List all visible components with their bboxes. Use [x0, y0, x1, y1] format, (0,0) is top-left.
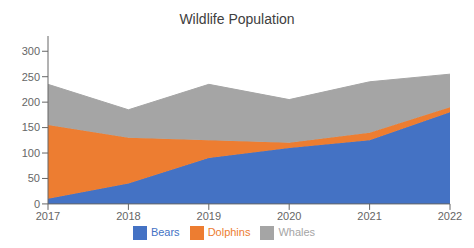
svg-text:200: 200	[22, 96, 40, 108]
svg-text:50: 50	[28, 172, 40, 184]
html-text:Whales: Whales	[278, 225, 316, 238]
svg-text:2022: 2022	[438, 210, 462, 222]
svg-text:250: 250	[22, 71, 40, 83]
svg-text:2019: 2019	[197, 210, 221, 222]
svg-text:2017: 2017	[36, 210, 60, 222]
svg-text:0: 0	[34, 198, 40, 210]
svg-text:2018: 2018	[116, 210, 140, 222]
svg-text:150: 150	[22, 121, 40, 133]
html-text:Wildlife Population: Wildlife Population	[179, 11, 295, 27]
html-text:Bears: Bears	[150, 225, 180, 238]
svg-text:2020: 2020	[277, 210, 301, 222]
svg-text:100: 100	[22, 147, 40, 159]
svg-text:2021: 2021	[357, 210, 381, 222]
svg-text:300: 300	[22, 45, 40, 57]
html-text:Dolphins: Dolphins	[207, 225, 251, 238]
